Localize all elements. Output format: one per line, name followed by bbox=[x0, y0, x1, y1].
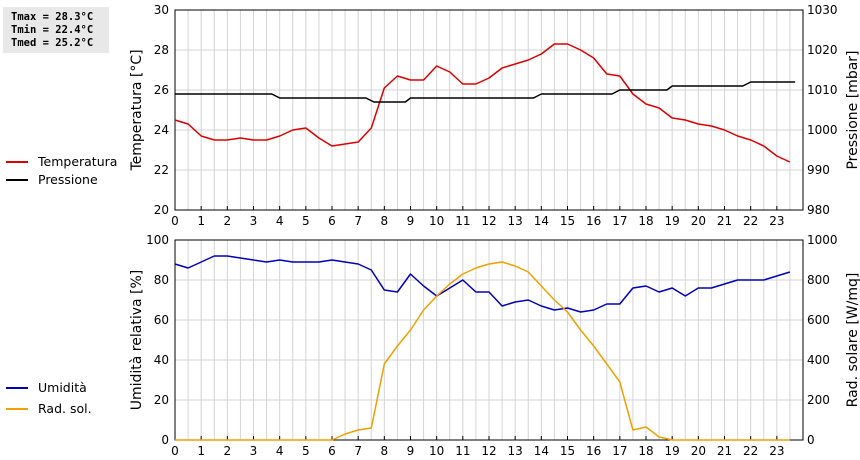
x-tick-label: 12 bbox=[481, 444, 496, 458]
y-left-axis-title: Umidità relativa [%] bbox=[129, 270, 145, 411]
y-left-tick-label: 80 bbox=[154, 273, 169, 287]
series-line-temp bbox=[174, 43, 791, 163]
y-left-tick-label: 22 bbox=[154, 163, 169, 177]
x-tick-label: 8 bbox=[381, 444, 389, 458]
y-right-tick-label: 990 bbox=[807, 163, 830, 177]
y-left-tick-label: 24 bbox=[154, 123, 169, 137]
y-right-tick-label: 1030 bbox=[807, 3, 838, 17]
x-tick-label: 23 bbox=[769, 214, 784, 228]
x-tick-label: 0 bbox=[171, 214, 179, 228]
y-right-tick-label: 0 bbox=[807, 433, 815, 447]
x-tick-label: 3 bbox=[250, 444, 258, 458]
y-right-axis-title: Pressione [mbar] bbox=[845, 50, 860, 169]
y-right-tick-label: 600 bbox=[807, 313, 830, 327]
x-tick-label: 5 bbox=[302, 444, 310, 458]
x-tick-label: 15 bbox=[560, 444, 575, 458]
y-left-tick-label: 0 bbox=[161, 433, 169, 447]
x-tick-label: 23 bbox=[769, 444, 784, 458]
y-left-axis-title: Temperatura [°C] bbox=[129, 49, 145, 171]
x-tick-label: 1 bbox=[197, 444, 205, 458]
x-tick-label: 18 bbox=[638, 444, 653, 458]
x-tick-label: 3 bbox=[250, 214, 258, 228]
legend-umidita-swatch bbox=[6, 387, 28, 389]
x-tick-label: 13 bbox=[508, 444, 523, 458]
x-tick-label: 12 bbox=[481, 214, 496, 228]
y-left-tick-label: 60 bbox=[154, 313, 169, 327]
y-right-tick-label: 1000 bbox=[807, 233, 838, 247]
y-right-tick-label: 980 bbox=[807, 203, 830, 217]
series-line-umid bbox=[174, 255, 791, 313]
y-right-tick-label: 200 bbox=[807, 393, 830, 407]
x-tick-label: 5 bbox=[302, 214, 310, 228]
y-right-tick-label: 800 bbox=[807, 273, 830, 287]
x-tick-label: 18 bbox=[638, 214, 653, 228]
legend-radsol-label: Rad. sol. bbox=[38, 401, 92, 416]
x-tick-label: 1 bbox=[197, 214, 205, 228]
x-tick-label: 13 bbox=[508, 214, 523, 228]
x-tick-label: 17 bbox=[612, 444, 627, 458]
x-tick-label: 22 bbox=[743, 214, 758, 228]
x-tick-label: 22 bbox=[743, 444, 758, 458]
x-tick-label: 19 bbox=[665, 214, 680, 228]
x-tick-label: 4 bbox=[276, 214, 284, 228]
y-right-axis-title: Rad. solare [W/mq] bbox=[845, 273, 860, 408]
x-tick-label: 20 bbox=[691, 444, 706, 458]
x-tick-label: 7 bbox=[354, 214, 362, 228]
x-tick-label: 21 bbox=[717, 214, 732, 228]
series-line-press bbox=[175, 81, 796, 103]
x-tick-label: 4 bbox=[276, 444, 284, 458]
tmed-label: Tmed = 25.2°C bbox=[11, 37, 94, 49]
series-line-rad bbox=[175, 261, 790, 441]
legend-radsol-swatch bbox=[6, 408, 28, 410]
stats-box: Tmax = 28.3°C Tmin = 22.4°C Tmed = 25.2°… bbox=[3, 7, 109, 53]
x-tick-label: 10 bbox=[429, 444, 444, 458]
x-tick-label: 8 bbox=[381, 214, 389, 228]
legend-temperatura-swatch bbox=[6, 161, 28, 163]
x-tick-label: 14 bbox=[534, 214, 549, 228]
x-tick-label: 16 bbox=[586, 444, 601, 458]
x-tick-label: 9 bbox=[407, 214, 415, 228]
x-tick-label: 0 bbox=[171, 444, 179, 458]
legend-temperatura-label: Temperatura bbox=[38, 154, 118, 169]
y-left-tick-label: 100 bbox=[146, 233, 169, 247]
y-right-tick-label: 1010 bbox=[807, 83, 838, 97]
x-tick-label: 17 bbox=[612, 214, 627, 228]
y-left-tick-label: 20 bbox=[154, 203, 169, 217]
x-tick-label: 14 bbox=[534, 444, 549, 458]
y-left-tick-label: 40 bbox=[154, 353, 169, 367]
x-tick-label: 6 bbox=[328, 214, 336, 228]
x-tick-label: 20 bbox=[691, 214, 706, 228]
chart-humidity-radiation: 0 1 2 3 4 5 6 7 8 9 10 11 12 13 14 15 16 17 18 19 20 21 22 2302… bbox=[129, 233, 860, 458]
x-tick-label: 15 bbox=[560, 214, 575, 228]
legend-umidita-label: Umidità bbox=[38, 380, 87, 395]
y-left-tick-label: 28 bbox=[154, 43, 169, 57]
tmin-label: Tmin = 22.4°C bbox=[11, 24, 94, 36]
x-tick-label: 11 bbox=[455, 214, 470, 228]
y-right-tick-label: 400 bbox=[807, 353, 830, 367]
x-tick-label: 16 bbox=[586, 214, 601, 228]
y-right-tick-label: 1000 bbox=[807, 123, 838, 137]
tmax-label: Tmax = 28.3°C bbox=[11, 11, 94, 23]
x-tick-label: 7 bbox=[354, 444, 362, 458]
x-tick-label: 10 bbox=[429, 214, 444, 228]
y-left-tick-label: 30 bbox=[154, 3, 169, 17]
y-left-tick-label: 20 bbox=[154, 393, 169, 407]
legend-pressione-label: Pressione bbox=[38, 172, 98, 187]
x-tick-label: 9 bbox=[407, 444, 415, 458]
x-tick-label: 6 bbox=[328, 444, 336, 458]
x-tick-label: 2 bbox=[224, 214, 232, 228]
x-tick-label: 11 bbox=[455, 444, 470, 458]
x-tick-label: 19 bbox=[665, 444, 680, 458]
x-tick-label: 2 bbox=[224, 444, 232, 458]
x-tick-label: 21 bbox=[717, 444, 732, 458]
y-left-tick-label: 26 bbox=[154, 83, 169, 97]
legend-pressione-swatch bbox=[6, 179, 28, 181]
chart-temperature-pressure: 0 1 2 3 4 5 6 7 8 9 10 11 12 13 14 15 16 17 18 19 20 21 22 2320… bbox=[129, 3, 860, 228]
y-right-tick-label: 1020 bbox=[807, 43, 838, 57]
